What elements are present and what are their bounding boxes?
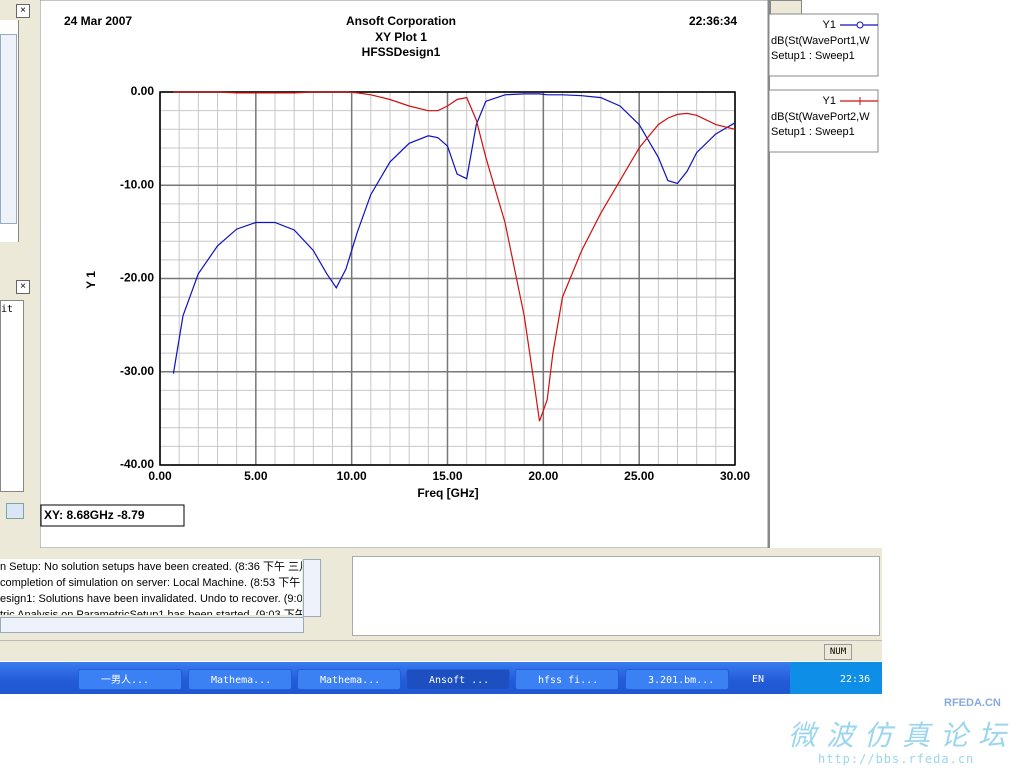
legend-marker bbox=[856, 97, 864, 105]
legend-trace: Y1 bbox=[823, 19, 836, 31]
chart-subtitle: HFSSDesign1 bbox=[362, 45, 441, 59]
taskbar-button[interactable]: Mathema... bbox=[297, 669, 401, 690]
series-line bbox=[173, 91, 736, 422]
y-tick-label: 0.00 bbox=[131, 84, 155, 98]
x-tick-label: 15.00 bbox=[432, 469, 462, 483]
status-bar bbox=[0, 640, 882, 661]
chart-title: XY Plot 1 bbox=[375, 30, 427, 44]
marker-readout-box bbox=[40, 504, 185, 527]
clock: 22:36 bbox=[840, 674, 871, 685]
close-button[interactable]: × bbox=[16, 4, 30, 18]
message-line: completion of simulation on server: Loca… bbox=[0, 577, 302, 589]
plot-time: 22:36:34 bbox=[689, 14, 737, 28]
close-button[interactable]: × bbox=[16, 280, 30, 294]
x-tick-label: 30.00 bbox=[720, 469, 750, 483]
tray bbox=[790, 662, 882, 694]
taskbar-button[interactable]: Ansoft ... bbox=[406, 669, 510, 690]
legend-setup: Setup1 : Sweep1 bbox=[771, 126, 855, 138]
taskbar-button[interactable]: 3.201.bm... bbox=[625, 669, 729, 690]
watermark-brand: RFEDA.CN bbox=[944, 697, 1001, 709]
watermark-forum: 微波仿真论坛 bbox=[788, 719, 1017, 752]
legend-entry: dB(St(WavePort1,W bbox=[771, 35, 870, 47]
status-num: NUM bbox=[824, 644, 852, 660]
y-axis-label: Y 1 bbox=[84, 271, 98, 289]
x-tick-label: 5.00 bbox=[244, 469, 268, 483]
x-tick-label: 20.00 bbox=[528, 469, 558, 483]
legend-setup: Setup1 : Sweep1 bbox=[771, 50, 855, 62]
plot-frame bbox=[159, 91, 736, 466]
taskbar-button[interactable]: Mathema... bbox=[188, 669, 292, 690]
message-scrollbar[interactable] bbox=[303, 559, 321, 617]
x-axis-label: Freq [GHz] bbox=[417, 486, 478, 500]
taskbar-button[interactable]: hfss fi... bbox=[515, 669, 619, 690]
panel-label: it bbox=[1, 304, 14, 315]
y-tick-label: -10.00 bbox=[120, 177, 154, 191]
message-line: tric Analysis on ParametricSetup1 has be… bbox=[0, 609, 302, 615]
legend-trace: Y1 bbox=[823, 95, 836, 107]
plot-window: 24 Mar 2007 Ansoft Corporation 22:36:34 … bbox=[40, 0, 768, 548]
message-line: n Setup: No solution setups have been cr… bbox=[0, 561, 302, 573]
property-panel bbox=[0, 300, 24, 492]
marker-readout: XY: 8.68GHz -8.79 bbox=[44, 508, 145, 522]
message-line: esign1: Solutions have been invalidated.… bbox=[0, 593, 302, 605]
taskbar-button[interactable]: 一男人... bbox=[78, 669, 182, 690]
scroll-button[interactable] bbox=[6, 503, 24, 519]
x-tick-label: 0.00 bbox=[148, 469, 172, 483]
legend-entry: dB(St(WavePort2,W bbox=[771, 111, 870, 123]
legend-marker bbox=[856, 21, 864, 29]
series-line bbox=[172, 93, 736, 374]
language[interactable]: EN bbox=[752, 674, 765, 685]
plot-company: Ansoft Corporation bbox=[346, 14, 456, 28]
message-hscroll[interactable] bbox=[0, 617, 304, 633]
y-tick-label: -20.00 bbox=[120, 271, 154, 285]
watermark-url: http://bbs.rfeda.cn bbox=[818, 752, 975, 766]
scrollbar[interactable] bbox=[0, 34, 17, 224]
y-tick-label: -30.00 bbox=[120, 364, 154, 378]
progress-panel bbox=[352, 556, 880, 636]
plot-date: 24 Mar 2007 bbox=[64, 14, 132, 28]
message-list: n Setup: No solution setups have been cr… bbox=[0, 559, 302, 615]
legend: Y1 dB(St(WavePort1,W Setup1 : Sweep1 Y1 dB(S… bbox=[768, 13, 879, 153]
x-tick-label: 10.00 bbox=[337, 469, 367, 483]
x-tick-label: 25.00 bbox=[624, 469, 654, 483]
y-tick-label: -40.00 bbox=[120, 457, 154, 471]
